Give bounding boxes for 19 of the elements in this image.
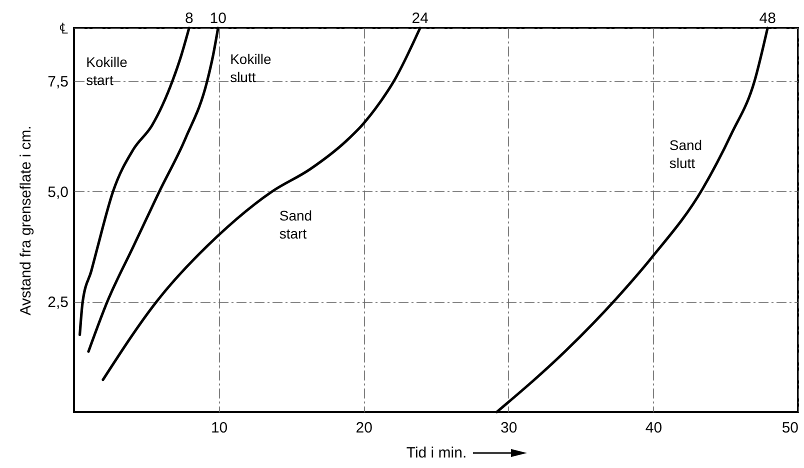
y-axis-title: Avstand fra grenseflate i cm.: [18, 126, 35, 316]
series-label: Sand start: [279, 207, 312, 242]
y-tick-label: ℄: [60, 20, 68, 38]
x-tick-label: 40: [645, 420, 662, 436]
y-tick-label: 7,5: [48, 73, 68, 90]
annotation: 24: [412, 10, 428, 27]
y-tick-label: 2,5: [48, 294, 68, 312]
x-tick-label: 30: [500, 420, 518, 436]
annotation: 8: [184, 10, 194, 27]
text: Kokille start: [86, 54, 128, 88]
annotation: 10: [210, 10, 226, 27]
series-label: Kokille slutt: [230, 51, 272, 85]
x-tick-label: 10: [210, 420, 228, 436]
x-tick-label: 20: [356, 420, 372, 436]
y-tick-label: 5,0: [48, 184, 68, 201]
series-label: Sand slutt: [669, 136, 702, 171]
annotation: 48: [759, 10, 776, 27]
x-tick-label: 50: [782, 420, 798, 436]
x-axis-title: Tid i min.: [406, 444, 467, 462]
